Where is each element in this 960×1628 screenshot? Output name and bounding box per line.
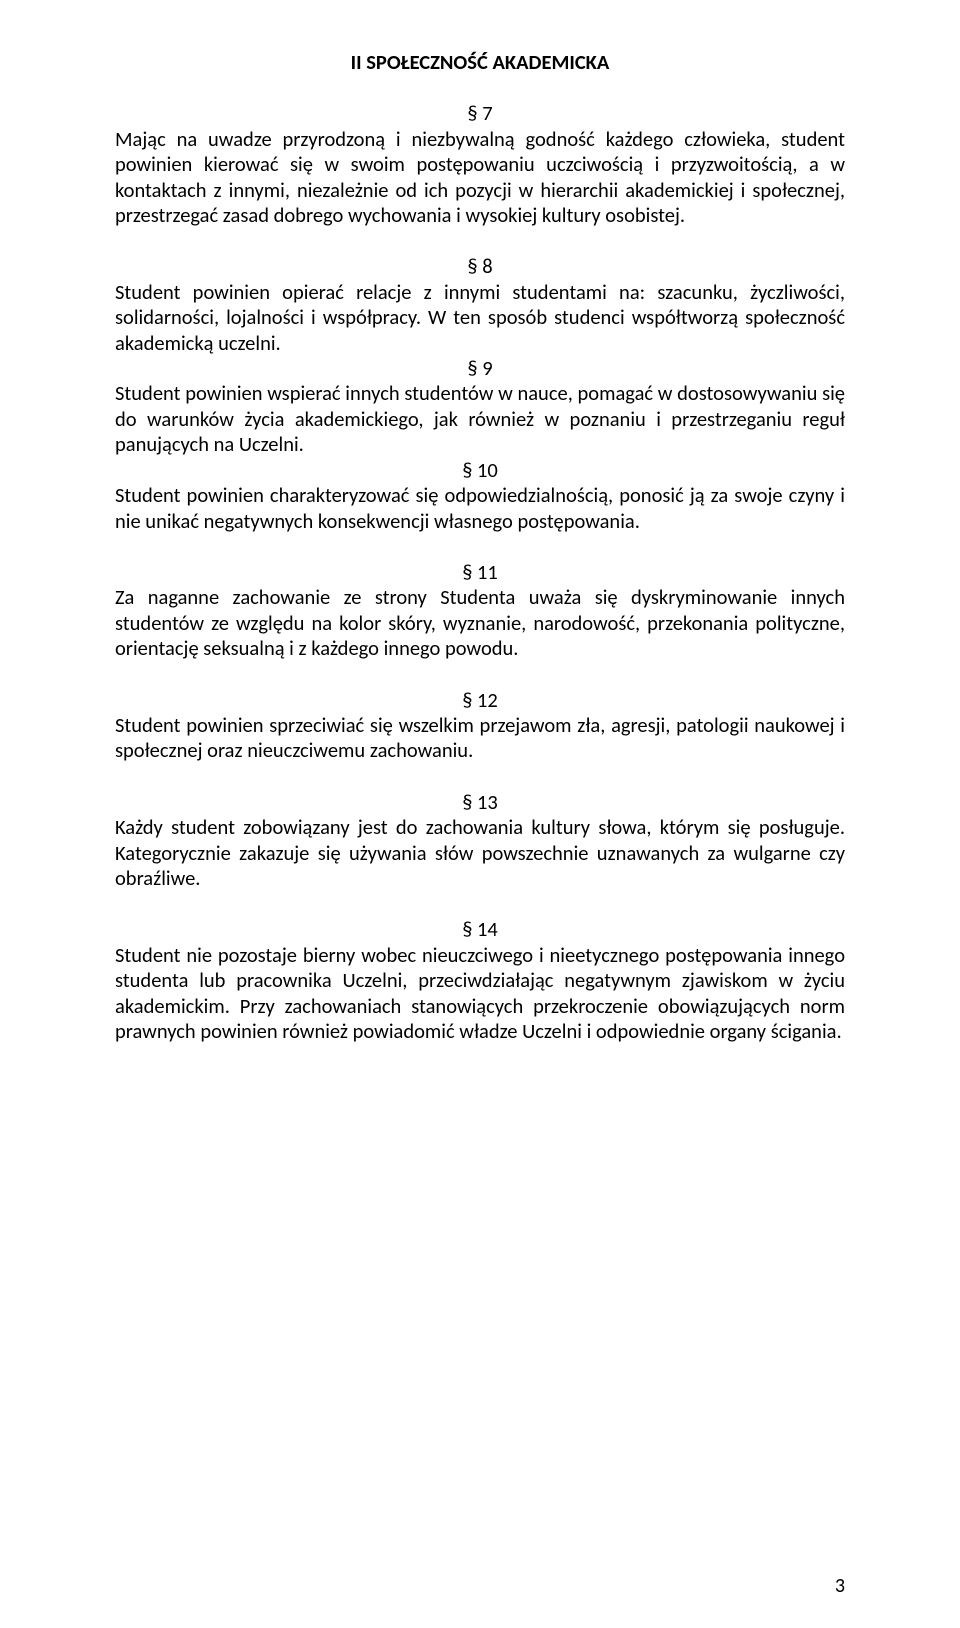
section-9-text: Student powinien wspierać innych student… [115, 381, 845, 457]
section-14-text: Student nie pozostaje bierny wobec nieuc… [115, 943, 845, 1045]
page-number: 3 [835, 1574, 845, 1598]
section-7-text: Mając na uwadze przyrodzoną i niezbywaln… [115, 127, 845, 229]
section-11-text: Za naganne zachowanie ze strony Studenta… [115, 585, 845, 661]
section-8-number: § 8 [115, 254, 845, 279]
section-12-text: Student powinien sprzeciwiać się wszelki… [115, 713, 845, 764]
document-body: II SPOŁECZNOŚĆ AKADEMICKA § 7 Mając na u… [115, 50, 845, 1044]
chapter-title: II SPOŁECZNOŚĆ AKADEMICKA [115, 50, 845, 75]
section-13-number: § 13 [115, 790, 845, 815]
section-13-text: Każdy student zobowiązany jest do zachow… [115, 815, 845, 891]
section-8-text: Student powinien opierać relacje z innym… [115, 280, 845, 356]
section-14-number: § 14 [115, 917, 845, 942]
section-10-number: § 10 [115, 458, 845, 483]
section-9-number: § 9 [115, 356, 845, 381]
section-11-number: § 11 [115, 560, 845, 585]
section-7-number: § 7 [115, 101, 845, 126]
section-10-text: Student powinien charakteryzować się odp… [115, 483, 845, 534]
section-12-number: § 12 [115, 688, 845, 713]
